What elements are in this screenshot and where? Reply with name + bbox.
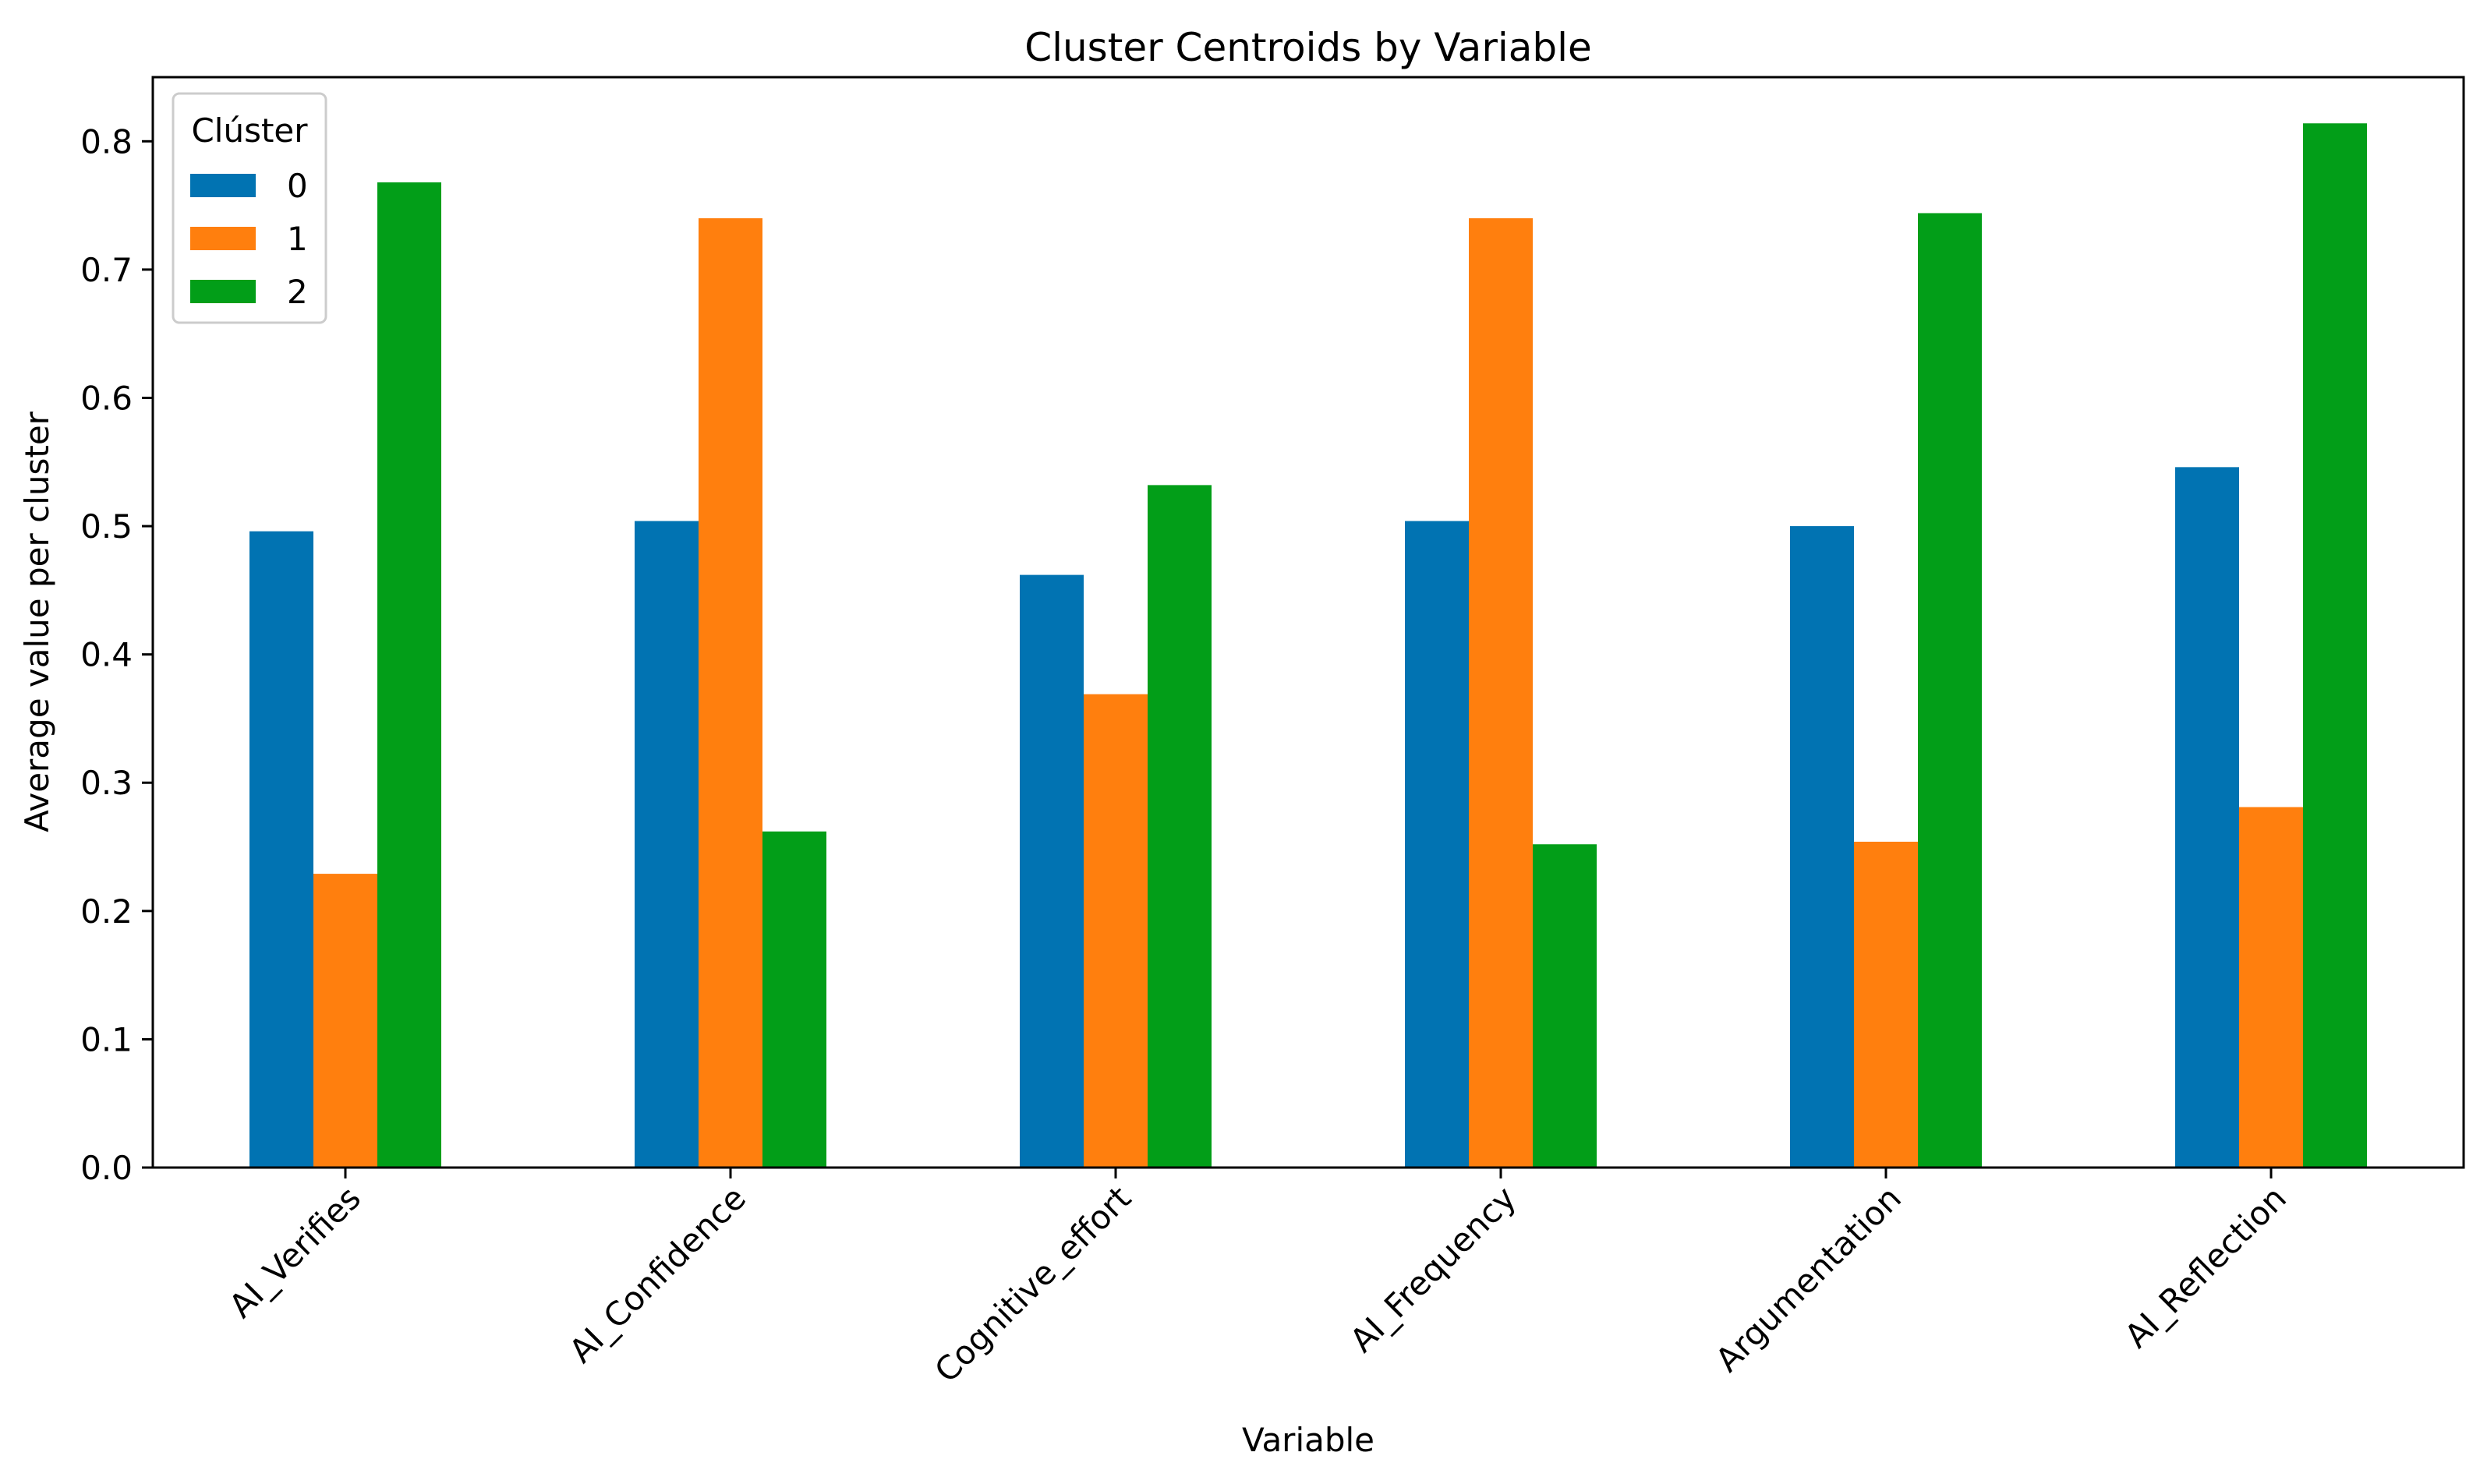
y-tick-label: 0.5 xyxy=(80,507,133,546)
bar-series-0-AI_Confidence xyxy=(635,521,699,1168)
bar-series-1-AI_Reflection xyxy=(2239,807,2303,1168)
x-tick-label: Argumentation xyxy=(1708,1178,1909,1379)
plot-area-frame xyxy=(151,76,2465,1169)
legend-swatch-1 xyxy=(190,227,256,250)
x-tick-label: AI_Verifies xyxy=(221,1178,368,1325)
bar-series-1-Argumentation xyxy=(1854,841,1918,1168)
y-tick-label: 0.4 xyxy=(80,636,133,674)
bars-group xyxy=(249,123,2367,1168)
x-tick-label: Cognitive_effort xyxy=(927,1178,1138,1390)
y-tick-label: 0.8 xyxy=(80,122,133,161)
bar-series-0-AI_Verifies xyxy=(249,531,313,1168)
bar-series-1-AI_Confidence xyxy=(699,218,762,1168)
y-tick-label: 0.2 xyxy=(80,892,133,931)
y-tick-label: 0.7 xyxy=(80,251,133,289)
y-tick-label: 0.1 xyxy=(80,1020,133,1058)
x-tick-label: AI_Reflection xyxy=(2117,1178,2294,1355)
bar-series-1-AI_Frequency xyxy=(1469,218,1533,1168)
bar-series-0-Argumentation xyxy=(1790,526,1854,1168)
legend-label-2: 2 xyxy=(287,273,308,311)
legend-box xyxy=(172,92,327,324)
bar-series-2-AI_Confidence xyxy=(762,831,826,1168)
bar-series-2-AI_Reflection xyxy=(2303,123,2367,1168)
legend-swatch-0 xyxy=(190,174,256,197)
bar-series-2-Cognitive_effort xyxy=(1148,485,1212,1168)
legend: Clúster 0 1 2 xyxy=(172,92,327,324)
bar-series-2-AI_Frequency xyxy=(1533,844,1597,1168)
legend-swatch-2 xyxy=(190,280,256,303)
legend-label-1: 1 xyxy=(287,220,308,258)
bar-series-0-Cognitive_effort xyxy=(1020,574,1084,1168)
bar-series-0-AI_Reflection xyxy=(2175,467,2239,1168)
legend-title: Clúster xyxy=(191,111,308,150)
bar-series-1-AI_Verifies xyxy=(313,874,377,1168)
x-axis-label: Variable xyxy=(1242,1421,1374,1459)
y-axis-label: Average value per cluster xyxy=(18,411,56,832)
x-axis: AI_Verifies AI_Confidence Cognitive_effort… xyxy=(221,1168,2294,1390)
bar-series-1-Cognitive_effort xyxy=(1084,694,1148,1168)
x-tick-label: AI_Frequency xyxy=(1343,1178,1523,1359)
y-tick-label: 0.0 xyxy=(80,1149,133,1187)
bar-series-0-AI_Frequency xyxy=(1405,521,1469,1168)
bar-series-2-Argumentation xyxy=(1918,213,1982,1168)
legend-label-0: 0 xyxy=(287,167,308,205)
y-tick-label: 0.6 xyxy=(80,379,133,417)
chart-title: Cluster Centroids by Variable xyxy=(1024,25,1592,70)
y-axis: 0.0 0.1 0.2 0.3 0.4 0.5 0.6 0.7 0.8 xyxy=(80,122,153,1187)
legend-items: 0 1 2 xyxy=(190,167,308,311)
x-tick-label: AI_Confidence xyxy=(562,1178,754,1370)
bar-series-2-AI_Verifies xyxy=(377,182,441,1168)
y-tick-label: 0.3 xyxy=(80,764,133,802)
